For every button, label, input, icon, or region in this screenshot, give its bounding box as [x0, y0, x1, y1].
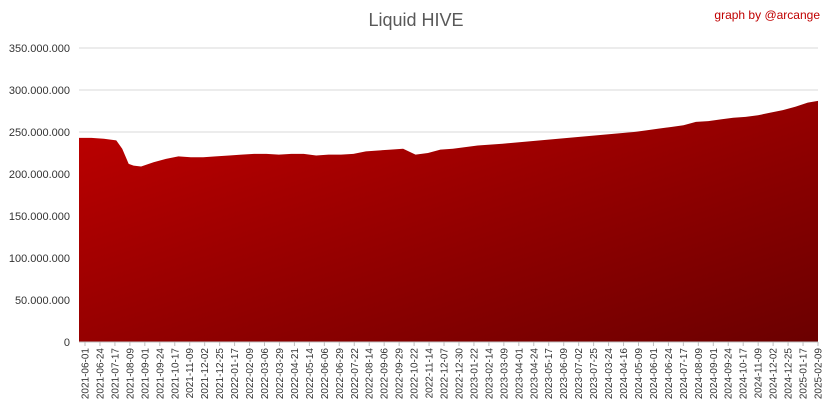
x-tick-label: 2022-05-14	[305, 348, 316, 400]
y-tick-labels: 0 50.000.000 100.000.000 150.000.000 200.000…	[9, 43, 70, 349]
x-tick-label: 2022-12-30	[454, 348, 465, 400]
y-tick-label: 250.000.000	[9, 127, 70, 139]
x-tick-label: 2021-08-09	[125, 348, 136, 400]
x-tick-label: 2022-02-09	[245, 348, 256, 400]
y-tick-label: 0	[64, 337, 70, 349]
x-tick-label: 2022-09-06	[380, 348, 391, 400]
x-tick-label: 2022-09-29	[395, 348, 406, 400]
x-tick-label: 2024-05-09	[634, 348, 645, 400]
x-tick-label: 2023-06-09	[559, 348, 570, 400]
x-tick-label: 2024-10-17	[739, 348, 750, 400]
x-tick-label: 2023-01-22	[469, 348, 480, 400]
x-tick-label: 2024-09-24	[724, 348, 735, 400]
x-tick-label: 2023-03-09	[499, 348, 510, 400]
x-tick-label: 2021-12-02	[200, 348, 211, 400]
x-tick-label: 2022-03-06	[260, 348, 271, 400]
x-tick-labels: 2021-06-01 2021-06-24 2021-07-17 2021-08-09…	[81, 342, 825, 399]
chart-credit: graph by @arcange	[714, 8, 820, 22]
x-tick-label: 2024-12-02	[769, 348, 780, 400]
y-tick-label: 50.000.000	[15, 295, 70, 307]
x-tick-label: 2023-04-24	[529, 348, 540, 400]
x-tick-label: 2022-04-21	[290, 348, 301, 400]
y-tick-label: 300.000.000	[9, 85, 70, 97]
x-tick-label: 2022-08-14	[365, 348, 376, 400]
x-tick-label: 2021-06-01	[81, 348, 92, 400]
x-tick-label: 2022-06-06	[320, 348, 331, 400]
x-tick-label: 2022-03-29	[275, 348, 286, 400]
y-tick-label: 150.000.000	[9, 211, 70, 223]
x-tick-label: 2022-10-22	[410, 348, 421, 400]
x-tick-label: 2024-08-09	[694, 348, 705, 400]
x-tick-label: 2022-07-22	[350, 348, 361, 400]
x-tick-label: 2024-07-17	[679, 348, 690, 400]
x-tick-label: 2024-09-01	[709, 348, 720, 400]
y-tick-label: 100.000.000	[9, 253, 70, 265]
x-tick-label: 2021-06-24	[95, 348, 106, 400]
x-tick-label: 2021-07-17	[110, 348, 121, 400]
x-tick-label: 2024-06-01	[649, 348, 660, 400]
x-tick-label: 2022-06-29	[335, 348, 346, 400]
y-tick-label: 350.000.000	[9, 43, 70, 55]
x-tick-label: 2023-02-14	[484, 348, 495, 400]
x-tick-label: 2023-04-01	[514, 348, 525, 400]
x-tick-label: 2021-12-25	[215, 348, 226, 400]
area-series-liquid-hive	[79, 100, 818, 342]
x-tick-label: 2024-03-24	[604, 348, 615, 400]
x-tick-label: 2024-04-16	[619, 348, 630, 400]
chart-title: Liquid HIVE	[368, 10, 464, 30]
x-tick-label: 2022-12-07	[440, 348, 451, 400]
x-tick-label: 2021-09-01	[140, 348, 151, 400]
x-tick-label: 2024-12-25	[784, 348, 795, 400]
x-tick-label: 2025-02-09	[814, 348, 825, 400]
x-tick-label: 2024-06-24	[664, 348, 675, 400]
x-tick-label: 2023-07-25	[589, 348, 600, 400]
x-tick-label: 2022-01-17	[230, 348, 241, 400]
x-tick-label: 2024-11-09	[754, 348, 765, 399]
x-tick-label: 2021-09-24	[155, 348, 166, 400]
x-tick-label: 2022-11-14	[425, 348, 436, 399]
x-tick-label: 2021-10-17	[170, 348, 181, 400]
x-tick-label: 2023-05-17	[544, 348, 555, 400]
area-series	[79, 100, 818, 342]
x-tick-label: 2025-01-17	[799, 348, 810, 400]
x-tick-label: 2021-11-09	[185, 348, 196, 399]
y-tick-label: 200.000.000	[9, 169, 70, 181]
x-tick-label: 2023-07-02	[574, 348, 585, 400]
